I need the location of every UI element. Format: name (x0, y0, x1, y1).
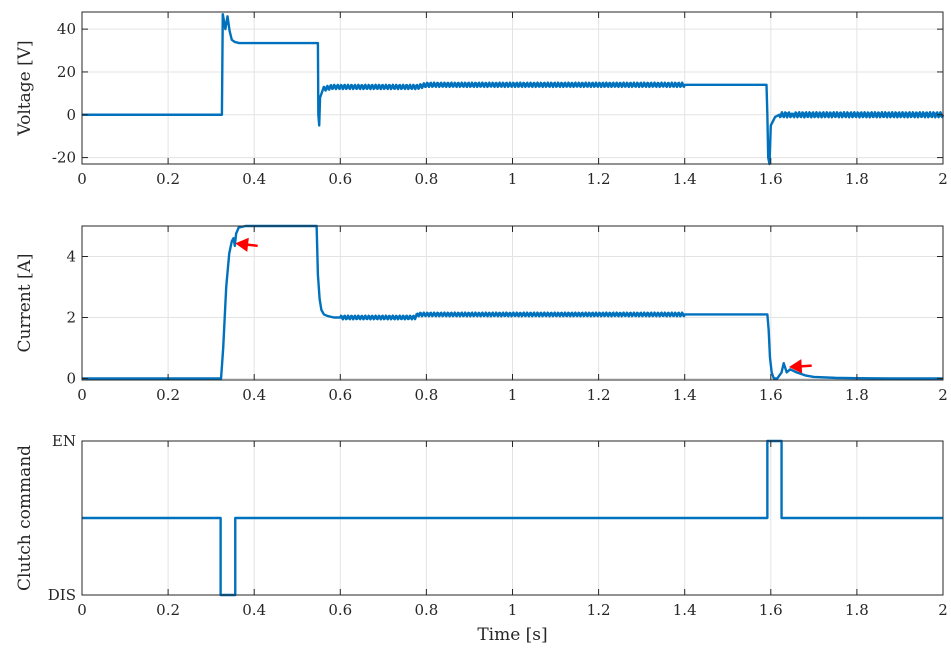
current-xtick-label: 0 (77, 386, 87, 404)
clutch-xtick-label: 2 (938, 601, 948, 619)
voltage-xtick-label: 0 (77, 170, 87, 188)
current-axes: 0 0.2 0.4 0.6 0.8 1 1.2 1.4 1.6 1.8 2 0 2 4 Current [A… (15, 224, 948, 404)
clutch-ylabel: Clutch command (15, 445, 35, 591)
current-xtick-label: 0.6 (328, 386, 352, 404)
clutch-xtick-label: 0 (77, 601, 87, 619)
clutch-command-axes: 0 0.2 0.4 0.6 0.8 1 1.2 1.4 1.6 1.8 2 DIS EN Clutch c… (15, 432, 948, 645)
voltage-xtick-label: 2 (938, 170, 948, 188)
voltage-series-line (82, 12, 945, 166)
clutch-ytick-label: DIS (48, 586, 76, 604)
clutch-series-line (82, 439, 943, 597)
current-series-line (82, 224, 943, 380)
voltage-ytick-label: 20 (57, 63, 76, 81)
clutch-xtick-label: 0.6 (328, 601, 352, 619)
voltage-xtick-label: 0.6 (328, 170, 352, 188)
voltage-ytick-label: -20 (52, 149, 76, 167)
voltage-ytick-label: 0 (66, 106, 76, 124)
current-xtick-label: 1.8 (845, 386, 869, 404)
clutch-xtick-label: 1.2 (587, 601, 611, 619)
current-ytick-label: 0 (66, 369, 76, 387)
current-xtick-label: 0.2 (156, 386, 180, 404)
voltage-xtick-label: 1.8 (845, 170, 869, 188)
voltage-xtick-label: 1.6 (759, 170, 783, 188)
current-xtick-label: 0.4 (242, 386, 266, 404)
voltage-xtick-label: 0.4 (242, 170, 266, 188)
clutch-xtick-label: 0.8 (414, 601, 438, 619)
current-xtick-label: 1.2 (587, 386, 611, 404)
current-xtick-label: 1.4 (673, 386, 697, 404)
clutch-xtick-label: 1.6 (759, 601, 783, 619)
clutch-xtick-label: 1.4 (673, 601, 697, 619)
clutch-xtick-label: 1.8 (845, 601, 869, 619)
voltage-xtick-label: 1.2 (587, 170, 611, 188)
clutch-xtick-label: 0.2 (156, 601, 180, 619)
voltage-xtick-label: 0.2 (156, 170, 180, 188)
annotation-arrow (788, 359, 812, 374)
annotation-arrow (235, 237, 258, 252)
voltage-ylabel: Voltage [V] (15, 40, 35, 136)
current-xtick-label: 2 (938, 386, 948, 404)
current-ytick-label: 4 (66, 247, 76, 265)
voltage-ytick-label: 40 (57, 20, 76, 38)
current-xtick-label: 1 (508, 386, 518, 404)
current-ytick-label: 2 (66, 308, 76, 326)
voltage-axes: 0 0.2 0.4 0.6 0.8 1 1.2 1.4 1.6 1.8 2-2002040Volta… (15, 11, 948, 188)
current-ylabel: Current [A] (15, 254, 35, 353)
current-xtick-label: 1.6 (759, 386, 783, 404)
voltage-xtick-label: 1.4 (673, 170, 697, 188)
voltage-xtick-label: 1 (508, 170, 518, 188)
clutch-xtick-label: 1 (508, 601, 518, 619)
voltage-xtick-label: 0.8 (414, 170, 438, 188)
clutch-xtick-label: 0.4 (242, 601, 266, 619)
clutch-xlabel: Time [s] (477, 625, 547, 645)
current-xtick-label: 0.8 (414, 386, 438, 404)
clutch-ytick-label: EN (52, 432, 76, 450)
